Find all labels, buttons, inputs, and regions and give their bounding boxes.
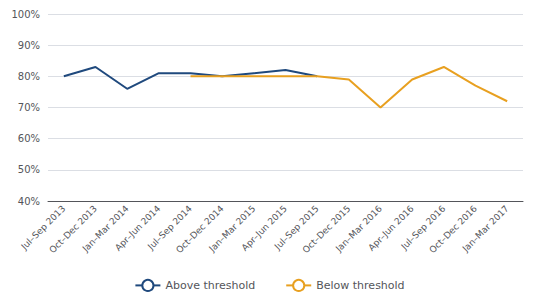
svg-text:Above threshold: Above threshold — [165, 279, 255, 292]
svg-text:Jan–Mar 2015: Jan–Mar 2015 — [207, 203, 258, 254]
svg-text:50%: 50% — [18, 164, 40, 175]
svg-text:Apr–Jun 2014: Apr–Jun 2014 — [113, 203, 163, 253]
svg-text:Apr–Jun 2015: Apr–Jun 2015 — [239, 203, 289, 253]
svg-text:Oct–Dec 2015: Oct–Dec 2015 — [300, 203, 353, 256]
svg-text:Jul–Sep 2016: Jul–Sep 2016 — [399, 203, 448, 252]
svg-text:Oct–Dec 2014: Oct–Dec 2014 — [174, 203, 226, 256]
svg-text:Jan–Mar 2017: Jan–Mar 2017 — [460, 203, 511, 254]
svg-text:Oct–Dec 2013: Oct–Dec 2013 — [47, 203, 99, 256]
svg-text:100%: 100% — [11, 9, 40, 20]
svg-text:Jan–Mar 2016: Jan–Mar 2016 — [333, 203, 384, 254]
svg-text:80%: 80% — [18, 71, 40, 82]
svg-text:40%: 40% — [18, 196, 40, 207]
svg-text:Jul–Sep 2015: Jul–Sep 2015 — [272, 203, 321, 252]
svg-text:70%: 70% — [18, 102, 40, 113]
svg-text:Jan–Mar 2014: Jan–Mar 2014 — [80, 203, 131, 254]
svg-text:Below threshold: Below threshold — [316, 279, 404, 292]
svg-text:60%: 60% — [18, 133, 40, 144]
svg-text:90%: 90% — [18, 40, 40, 51]
svg-text:Jul–Sep 2013: Jul–Sep 2013 — [19, 203, 68, 252]
svg-text:Apr–Jun 2016: Apr–Jun 2016 — [366, 203, 416, 253]
svg-text:Jul–Sep 2014: Jul–Sep 2014 — [146, 203, 194, 252]
svg-text:Oct–Dec 2016: Oct–Dec 2016 — [427, 203, 479, 256]
